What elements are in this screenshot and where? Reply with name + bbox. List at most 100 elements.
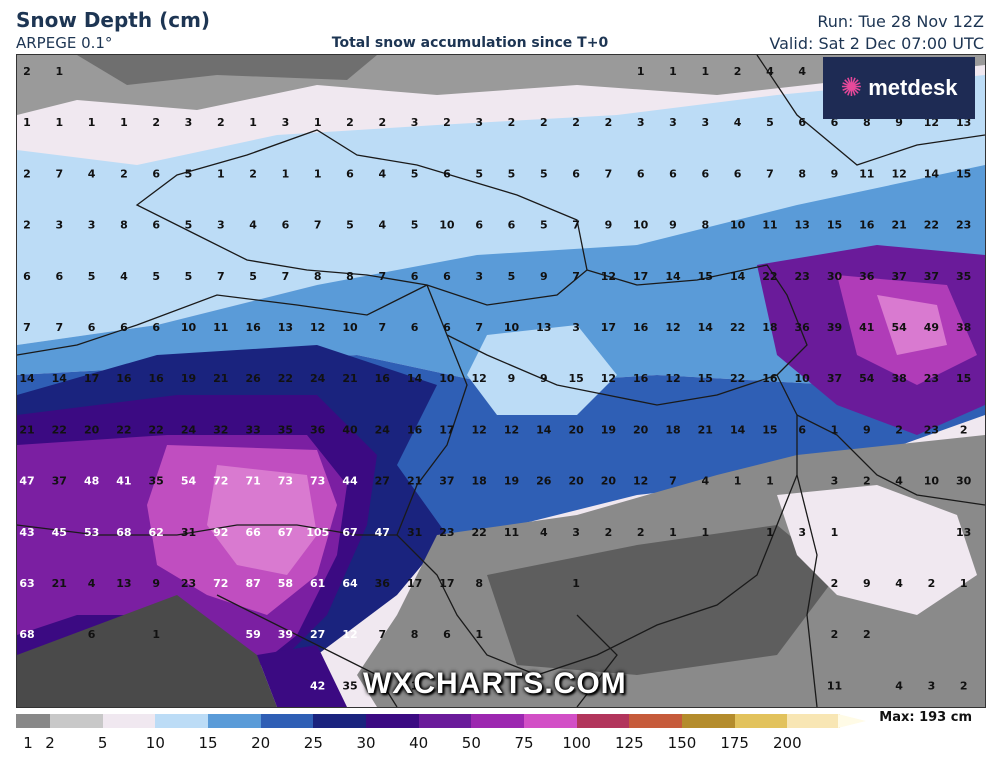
grid-value-label: 2 — [346, 116, 354, 129]
grid-value-label: 7 — [378, 628, 386, 641]
grid-value-label: 24 — [181, 423, 197, 436]
grid-value-label: 54 — [181, 475, 197, 488]
grid-value-label: 9 — [895, 116, 903, 129]
grid-value-label: 37 — [52, 475, 67, 488]
grid-value-label: 4 — [120, 270, 128, 283]
valid-label: Valid: Sat 2 Dec 07:00 UTC — [769, 34, 984, 53]
grid-value-label: 1 — [23, 116, 31, 129]
grid-value-label: 17 — [84, 372, 99, 385]
grid-value-label: 8 — [120, 219, 128, 232]
grid-value-label: 1 — [152, 628, 160, 641]
colorbar-tick-label: 20 — [251, 734, 271, 752]
grid-value-label: 6 — [572, 167, 580, 180]
grid-value-label: 6 — [152, 219, 160, 232]
grid-value-label: 4 — [895, 577, 903, 590]
grid-value-label: 38 — [891, 372, 906, 385]
grid-value-label: 9 — [540, 270, 548, 283]
grid-value-label: 2 — [443, 116, 451, 129]
grid-value-label: 22 — [52, 423, 67, 436]
grid-value-label: 22 — [278, 372, 293, 385]
grid-value-label: 9 — [863, 577, 871, 590]
colorbar-tick-label: 5 — [97, 734, 108, 752]
grid-value-label: 7 — [475, 321, 483, 334]
grid-value-label: 59 — [245, 628, 260, 641]
grid-value-label: 1 — [669, 65, 677, 78]
grid-value-label: 31 — [407, 526, 422, 539]
grid-value-label: 58 — [278, 577, 293, 590]
grid-value-label: 21 — [52, 577, 67, 590]
grid-value-label: 23 — [181, 577, 196, 590]
grid-value-label: 22 — [116, 423, 131, 436]
grid-value-label: 12 — [504, 423, 519, 436]
grid-value-label: 15 — [827, 219, 842, 232]
grid-value-label: 41 — [859, 321, 874, 334]
grid-value-label: 5 — [185, 270, 193, 283]
grid-value-label: 38 — [956, 321, 971, 334]
grid-value-label: 49 — [924, 321, 939, 334]
grid-value-label: 12 — [924, 116, 939, 129]
grid-value-label: 9 — [831, 167, 839, 180]
grid-value-label: 15 — [698, 372, 713, 385]
grid-value-label: 9 — [540, 372, 548, 385]
grid-value-label: 8 — [701, 219, 709, 232]
grid-value-label: 6 — [411, 321, 419, 334]
grid-value-label: 6 — [55, 270, 63, 283]
grid-value-label: 2 — [637, 526, 645, 539]
grid-value-label: 12 — [665, 372, 680, 385]
grid-value-label: 13 — [956, 116, 971, 129]
grid-value-label: 3 — [282, 116, 290, 129]
grid-value-label: 7 — [314, 219, 322, 232]
grid-value-label: 19 — [504, 475, 519, 488]
grid-value-label: 2 — [960, 679, 968, 692]
grid-value-label: 11 — [504, 526, 519, 539]
grid-value-label: 12 — [472, 372, 487, 385]
grid-value-label: 2 — [863, 628, 871, 641]
east-pink-zone — [877, 295, 947, 355]
grid-value-label: 6 — [443, 167, 451, 180]
grid-value-label: 17 — [601, 321, 616, 334]
grid-value-label: 2 — [734, 65, 742, 78]
grid-value-label: 7 — [669, 475, 677, 488]
colorbar-segment — [155, 714, 208, 728]
metdesk-spark-icon: ✺ — [840, 73, 863, 103]
grid-value-label: 5 — [249, 270, 257, 283]
grid-value-label: 41 — [116, 475, 131, 488]
grid-value-label: 10 — [181, 321, 197, 334]
grid-value-label: 5 — [540, 167, 548, 180]
grid-value-label: 22 — [924, 219, 939, 232]
grid-value-label: 14 — [665, 270, 681, 283]
grid-value-label: 30 — [956, 475, 972, 488]
grid-value-label: 22 — [472, 526, 487, 539]
grid-value-label: 16 — [633, 321, 649, 334]
grid-value-label: 37 — [439, 475, 454, 488]
grid-value-label: 23 — [924, 372, 939, 385]
grid-value-label: 6 — [475, 219, 483, 232]
grid-value-label: 1 — [701, 526, 709, 539]
grid-value-label: 44 — [342, 475, 358, 488]
grid-value-label: 7 — [766, 167, 774, 180]
grid-value-label: 19 — [181, 372, 196, 385]
grid-value-label: 20 — [601, 475, 617, 488]
grid-value-label: 4 — [249, 219, 257, 232]
grid-value-label: 37 — [891, 270, 906, 283]
grid-value-label: 7 — [282, 270, 290, 283]
grid-value-label: 2 — [605, 116, 613, 129]
grid-value-label: 27 — [375, 475, 390, 488]
grid-value-label: 14 — [52, 372, 68, 385]
grid-value-label: 35 — [149, 475, 164, 488]
grid-value-label: 6 — [734, 167, 742, 180]
grid-value-label: 39 — [827, 321, 842, 334]
grid-value-label: 10 — [342, 321, 358, 334]
grid-value-label: 6 — [378, 679, 386, 692]
dark-grey-south-zone — [487, 525, 837, 675]
grid-value-label: 16 — [245, 321, 261, 334]
grid-value-label: 13 — [116, 577, 131, 590]
grid-value-label: 31 — [181, 526, 196, 539]
grid-value-label: 67 — [342, 526, 357, 539]
colorbar-tick-label: 10 — [145, 734, 165, 752]
grid-value-label: 3 — [831, 475, 839, 488]
grid-value-label: 9 — [508, 372, 516, 385]
grid-value-label: 6 — [798, 423, 806, 436]
grid-value-label: 21 — [698, 423, 713, 436]
grid-value-label: 87 — [245, 577, 260, 590]
